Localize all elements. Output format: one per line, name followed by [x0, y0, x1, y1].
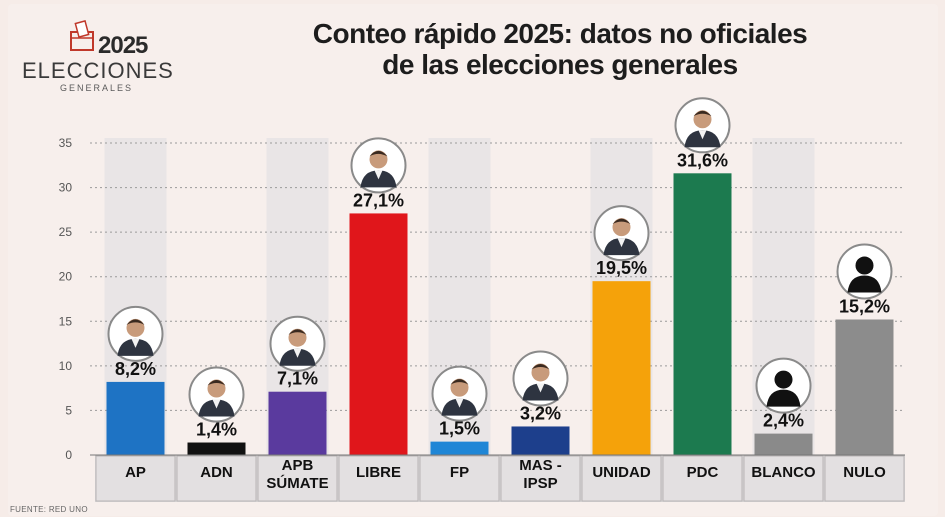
logo-subtitle: GENERALES	[60, 83, 134, 93]
y-tick-label-10: 10	[59, 359, 73, 373]
ballot-box-icon	[70, 20, 94, 51]
category-label-7-0: PDC	[687, 464, 719, 481]
source-note: FUENTE: RED UNO	[10, 505, 88, 514]
category-cell-0	[95, 455, 176, 502]
silhouette-avatar-icon-9	[836, 243, 893, 300]
candidate-avatar-icon-5	[512, 350, 569, 407]
category-cell-3	[338, 455, 419, 502]
category-cell-5	[500, 455, 581, 502]
y-tick-label-15: 15	[59, 314, 73, 328]
avatar-face-4	[450, 378, 469, 397]
y-tick-label-5: 5	[65, 403, 72, 417]
category-label-4-0: FP	[450, 464, 469, 481]
avatar-hair-7	[693, 110, 712, 117]
avatar-face-3	[369, 150, 388, 169]
bar-apb-s-mate	[268, 391, 327, 455]
value-label-6: 19,5%	[596, 258, 647, 278]
avatar-collar-1	[212, 399, 221, 409]
category-cell-8	[743, 455, 824, 502]
avatar-collar-3	[374, 170, 383, 180]
avatar-face-5	[531, 363, 550, 382]
logo-word: ELECCIONES	[22, 58, 174, 83]
bar-mas-ipsp	[511, 426, 570, 455]
chart-title: Conteo rápido 2025: datos no oficiales d…	[230, 18, 890, 80]
avatar-hair-5	[531, 363, 550, 370]
bar-unidad	[592, 281, 651, 455]
value-label-8: 2,4%	[763, 411, 804, 431]
avatar-collar-5	[536, 383, 545, 393]
elecciones-logo: 2025 ELECCIONES GENERALES	[20, 18, 173, 98]
avatar-collar-0	[131, 338, 140, 348]
avatar-collar-7	[698, 130, 707, 140]
category-label-3-0: LIBRE	[356, 464, 401, 481]
value-label-9: 15,2%	[839, 297, 890, 317]
candidate-avatar-icon-6	[593, 205, 650, 262]
category-cell-2	[257, 455, 338, 502]
value-label-2: 7,1%	[277, 369, 318, 389]
y-tick-label-30: 30	[59, 181, 73, 195]
value-label-3: 27,1%	[353, 190, 404, 210]
avatar-face-7	[693, 110, 712, 129]
avatar-hair-1	[207, 380, 226, 386]
bar-nulo	[835, 319, 894, 455]
y-tick-label-25: 25	[59, 225, 73, 239]
avatar-face-1	[207, 379, 226, 398]
avatar-collar-4	[455, 398, 464, 408]
category-label-6-0: UNIDAD	[592, 464, 650, 481]
avatar-hair-4	[450, 379, 469, 385]
y-tick-label-20: 20	[59, 270, 73, 284]
candidate-avatar-icon-7	[674, 97, 731, 154]
silhouette-head-8	[774, 370, 793, 389]
avatar-collar-6	[617, 238, 626, 248]
category-label-5-0: MAS -	[519, 457, 562, 474]
avatar-hair-2	[288, 329, 307, 335]
category-cell-1	[176, 455, 257, 502]
value-label-4: 1,5%	[439, 419, 480, 439]
value-label-1: 1,4%	[196, 420, 237, 440]
y-tick-label-0: 0	[65, 448, 72, 462]
avatar-face-2	[288, 328, 307, 347]
value-label-7: 31,6%	[677, 150, 728, 170]
category-label-0-0: AP	[125, 464, 146, 481]
avatar-collar-2	[293, 348, 302, 358]
category-cell-4	[419, 455, 500, 502]
category-label-9-0: NULO	[843, 464, 886, 481]
chart-title-line-2: de las elecciones generales	[382, 49, 738, 80]
candidate-avatar-icon-4	[431, 365, 488, 422]
category-cell-9	[824, 455, 905, 502]
value-label-0: 8,2%	[115, 359, 156, 379]
avatar-hair-6	[612, 218, 631, 225]
bar-pdc	[673, 173, 732, 455]
bar-ap	[106, 381, 165, 455]
silhouette-body-9	[847, 275, 882, 293]
avatar-hair-3	[369, 150, 388, 157]
candidate-avatar-icon-2	[269, 315, 326, 372]
y-tick-label-35: 35	[59, 136, 73, 150]
silhouette-avatar-icon-8	[755, 357, 812, 414]
category-label-2-1: SÚMATE	[266, 474, 328, 492]
category-cell-7	[662, 455, 743, 502]
bar-blanco	[754, 433, 813, 455]
avatar-hair-0	[126, 319, 145, 325]
category-label-2-0: APB	[282, 457, 314, 474]
avatar-face-0	[126, 318, 145, 337]
bar-fp	[430, 441, 489, 455]
category-label-1-0: ADN	[200, 464, 233, 481]
bar-adn	[187, 442, 246, 455]
value-label-5: 3,2%	[520, 403, 561, 423]
candidate-avatar-icon-1	[188, 366, 245, 423]
category-label-5-1: IPSP	[523, 475, 557, 492]
avatar-face-6	[612, 218, 631, 237]
logo-year: 2025	[98, 32, 148, 59]
silhouette-body-8	[766, 389, 801, 407]
silhouette-head-9	[855, 256, 874, 275]
candidate-avatar-icon-0	[107, 305, 164, 362]
candidate-avatar-icon-3	[350, 137, 407, 194]
category-label-8-0: BLANCO	[751, 464, 815, 481]
bar-libre	[349, 213, 408, 455]
chart-title-line-1: Conteo rápido 2025: datos no oficiales	[312, 18, 808, 49]
category-cell-6	[581, 455, 662, 502]
